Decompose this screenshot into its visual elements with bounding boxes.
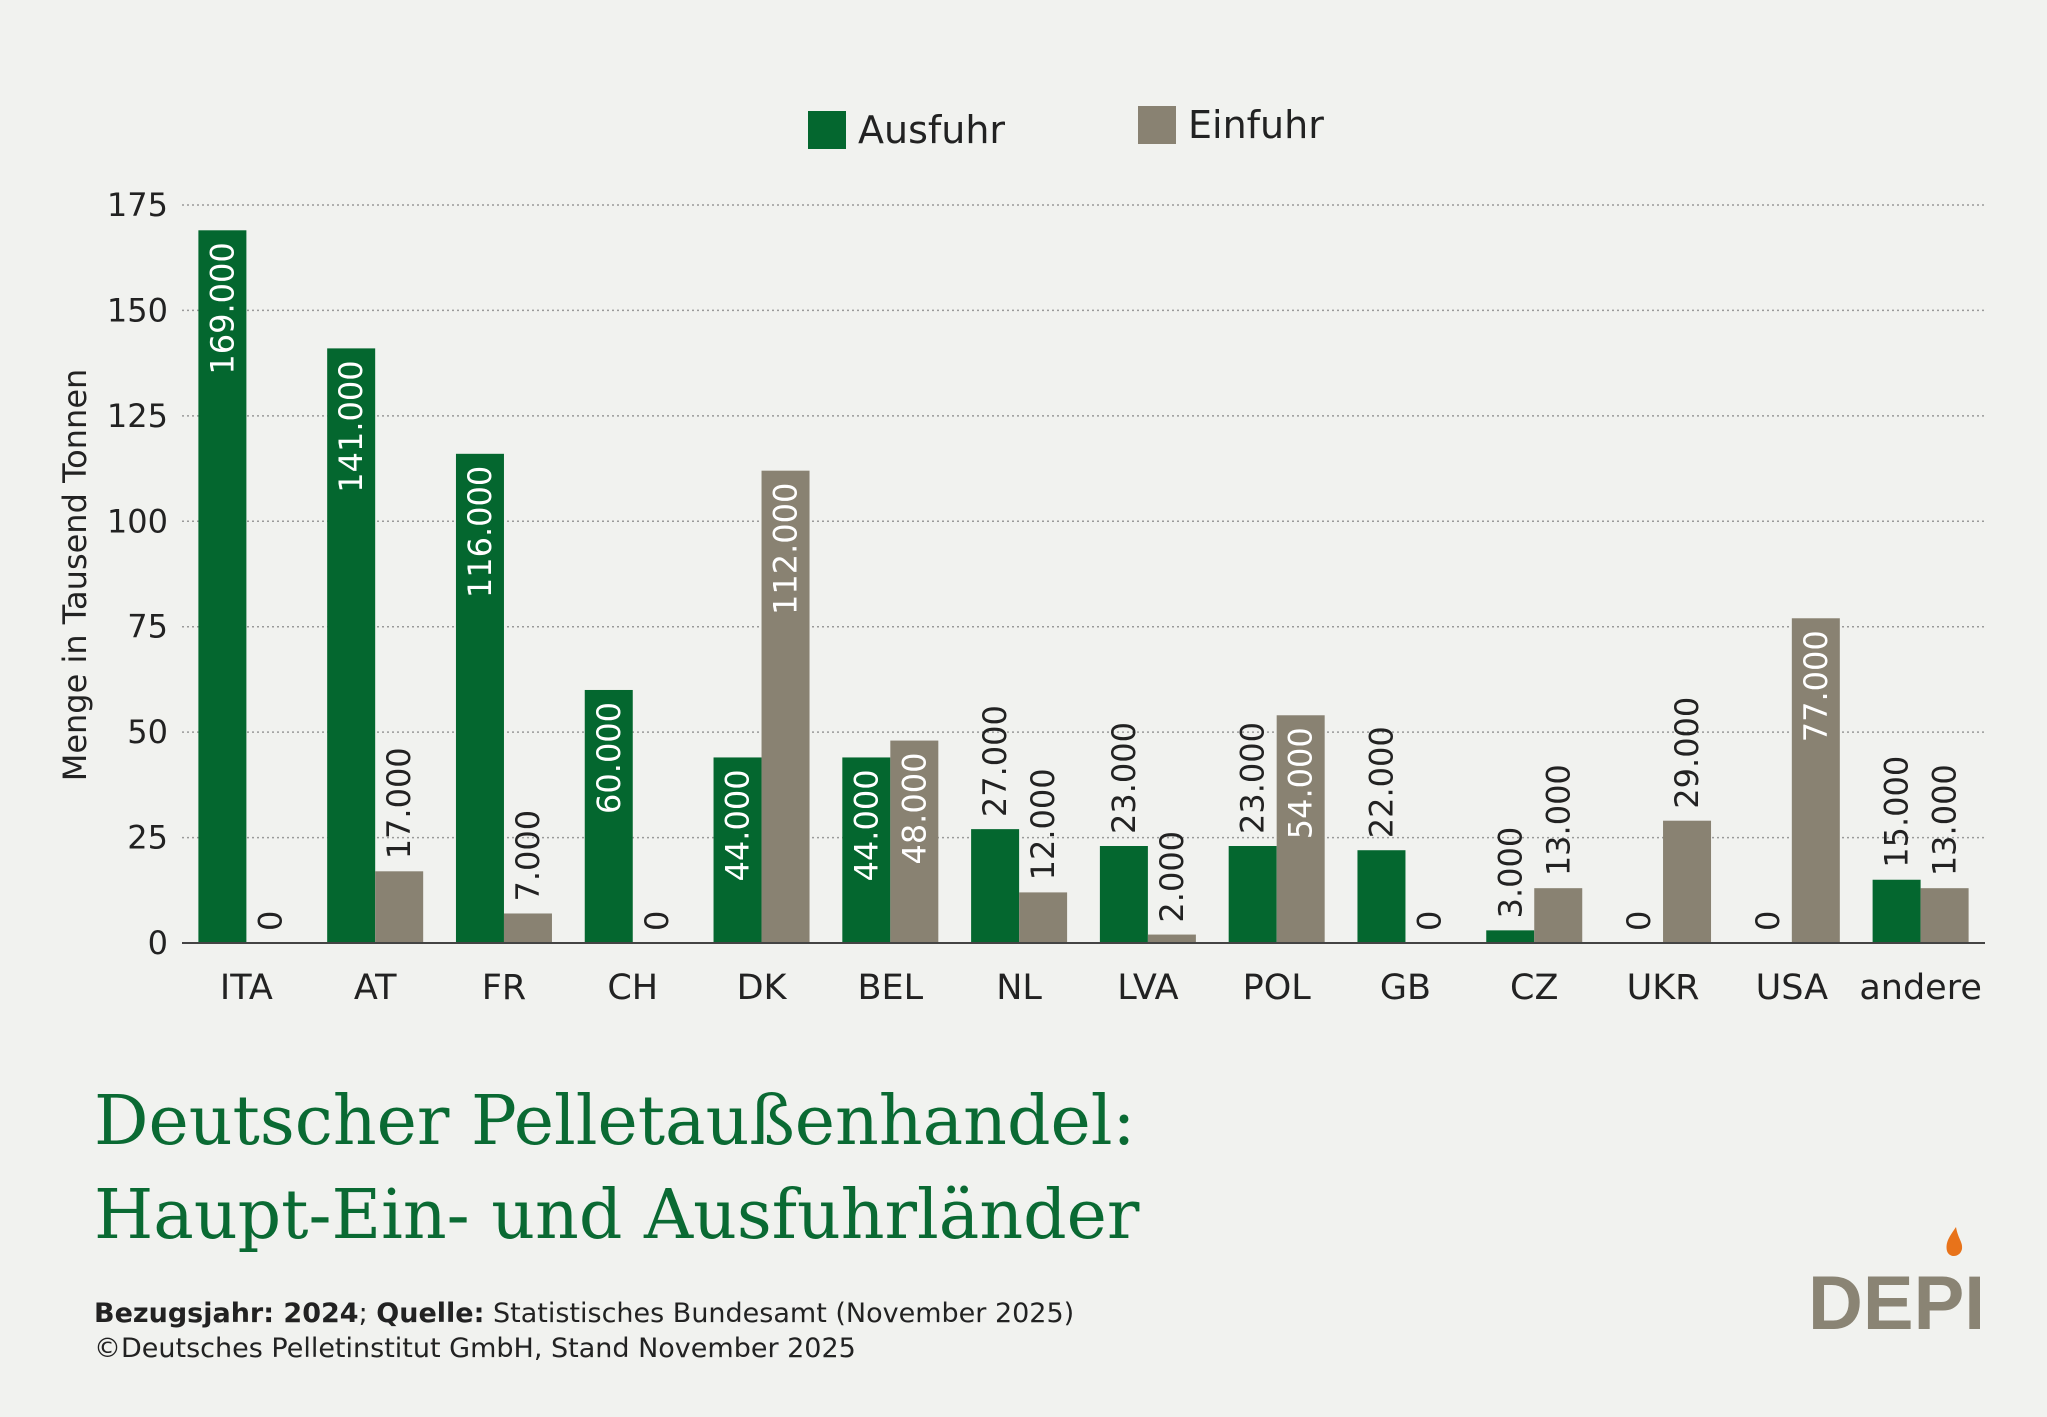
bar-einfuhr: [1147, 934, 1196, 943]
bar-ausfuhr: [327, 348, 376, 944]
chart-title: Deutscher Pelletaußenhandel: Haupt-Ein- …: [94, 1075, 1139, 1263]
data-label: 13.000: [1926, 764, 1964, 876]
x-tick-label: CH: [607, 968, 658, 1008]
bar-einfuhr: [1276, 715, 1325, 943]
y-tick-label: 175: [107, 186, 168, 224]
x-tick-label: andere: [1859, 968, 1982, 1008]
data-label: 23.000: [1234, 722, 1272, 834]
y-tick-label: 100: [107, 502, 168, 540]
bar-einfuhr: [1791, 618, 1840, 943]
data-label: 3.000: [1491, 827, 1529, 919]
bar-ausfuhr: [713, 757, 762, 943]
reference-year: Bezugsjahr: 2024: [94, 1298, 359, 1329]
data-label: 13.000: [1539, 764, 1577, 876]
bar-ausfuhr: [584, 689, 633, 943]
logo-text: DEPI: [1808, 1261, 1980, 1342]
copyright-line: ©Deutsches Pelletinstitut GmbH, Stand No…: [94, 1333, 856, 1364]
source-line: Bezugsjahr: 2024; Quelle: Statistisches …: [94, 1296, 1074, 1331]
chart-legend: Ausfuhr Einfuhr: [808, 103, 1324, 152]
data-label: 17.000: [380, 747, 418, 859]
legend-label-ausfuhr: Ausfuhr: [858, 108, 1005, 152]
data-label: 23.000: [1105, 722, 1143, 834]
x-tick-label: FR: [482, 968, 526, 1008]
data-label: 22.000: [1362, 726, 1400, 838]
bar-einfuhr: [890, 740, 939, 943]
data-label: 48.000: [895, 753, 933, 865]
title-line-2: Haupt-Ein- und Ausfuhrländer: [94, 1176, 1140, 1255]
bar-einfuhr: [1663, 820, 1712, 943]
y-tick-label: 50: [127, 713, 168, 751]
data-label: 0: [1410, 911, 1448, 931]
data-label: 77.000: [1797, 630, 1835, 742]
x-tick-label: AT: [354, 968, 397, 1008]
footer-separator: ;: [358, 1298, 368, 1329]
legend-label-einfuhr: Einfuhr: [1188, 103, 1324, 147]
bar-einfuhr: [503, 913, 552, 943]
bar-ausfuhr: [455, 453, 504, 943]
y-tick-label: 25: [127, 819, 168, 857]
data-label: 60.000: [590, 702, 628, 814]
x-tick-label: POL: [1243, 968, 1312, 1008]
chart-bars: 169.000 0 141.000 17.000 116.000 7.000 60.000 0…: [198, 230, 1969, 944]
data-label: 2.000: [1153, 831, 1191, 923]
y-axis-label: Menge in Tausend Tonnen: [56, 369, 94, 782]
data-label: 0: [1620, 911, 1658, 931]
bar-ausfuhr: [971, 829, 1020, 943]
bar-einfuhr: [1019, 892, 1068, 943]
x-tick-label: UKR: [1627, 968, 1700, 1008]
bar-ausfuhr: [198, 230, 247, 943]
y-tick-label: 125: [107, 397, 168, 435]
data-label: 44.000: [719, 769, 757, 881]
bar-ausfuhr: [1099, 846, 1148, 943]
depi-logo: DEPI: [1808, 1227, 1980, 1342]
y-tick-label: 0: [148, 924, 168, 962]
bar-einfuhr: [1534, 888, 1583, 943]
data-label: 15.000: [1878, 756, 1916, 868]
x-axis: ITA AT FR CH DK BEL NL LVA POL GB CZ UKR USA andere: [182, 942, 1985, 1008]
y-axis: 0 25 50 75 100 125 150 175 Menge in Tausend Tonn…: [56, 186, 168, 962]
chart-gridlines: [182, 204, 1985, 839]
data-label: 54.000: [1282, 727, 1320, 839]
title-line-1: Deutscher Pelletaußenhandel:: [94, 1082, 1136, 1161]
source-label: Quelle:: [376, 1298, 485, 1329]
x-tick-label: BEL: [858, 968, 924, 1008]
data-label: 12.000: [1024, 768, 1062, 880]
bar-ausfuhr: [1872, 879, 1921, 943]
data-label: 29.000: [1668, 697, 1706, 809]
data-label: 7.000: [509, 810, 547, 902]
bar-chart: Ausfuhr Einfuhr 0 25 50 75 100 125 150 175 Menge …: [56, 103, 1985, 1008]
bar-ausfuhr: [1228, 846, 1277, 943]
flame-icon: [1946, 1227, 1963, 1257]
data-label: 0: [1749, 911, 1787, 931]
x-tick-label: CZ: [1510, 968, 1558, 1008]
x-tick-label: NL: [996, 968, 1042, 1008]
legend-swatch-ausfuhr: [808, 111, 846, 149]
data-label: 0: [251, 911, 289, 931]
x-tick-label: GB: [1380, 968, 1431, 1008]
y-tick-label: 75: [127, 608, 168, 646]
data-label: 141.000: [332, 360, 370, 492]
bar-einfuhr: [375, 871, 424, 943]
legend-swatch-einfuhr: [1138, 106, 1176, 144]
source-text: Statistisches Bundesamt (November 2025): [493, 1298, 1075, 1329]
data-label: 0: [638, 911, 676, 931]
x-tick-label: ITA: [220, 968, 273, 1008]
footer: Bezugsjahr: 2024; Quelle: Statistisches …: [94, 1296, 1074, 1366]
bar-ausfuhr: [842, 757, 891, 943]
data-label: 116.000: [461, 466, 499, 598]
x-tick-label: DK: [737, 968, 788, 1008]
x-tick-label: USA: [1756, 968, 1828, 1008]
y-tick-label: 150: [107, 291, 168, 329]
bar-einfuhr: [1920, 888, 1969, 943]
data-label: 112.000: [767, 483, 805, 615]
bar-einfuhr: [761, 470, 810, 943]
bar-ausfuhr: [1486, 930, 1535, 943]
bar-ausfuhr: [1357, 850, 1406, 943]
x-tick-label: LVA: [1117, 968, 1178, 1008]
data-label: 169.000: [203, 242, 241, 374]
data-label: 27.000: [976, 705, 1014, 817]
data-label: 44.000: [847, 769, 885, 881]
